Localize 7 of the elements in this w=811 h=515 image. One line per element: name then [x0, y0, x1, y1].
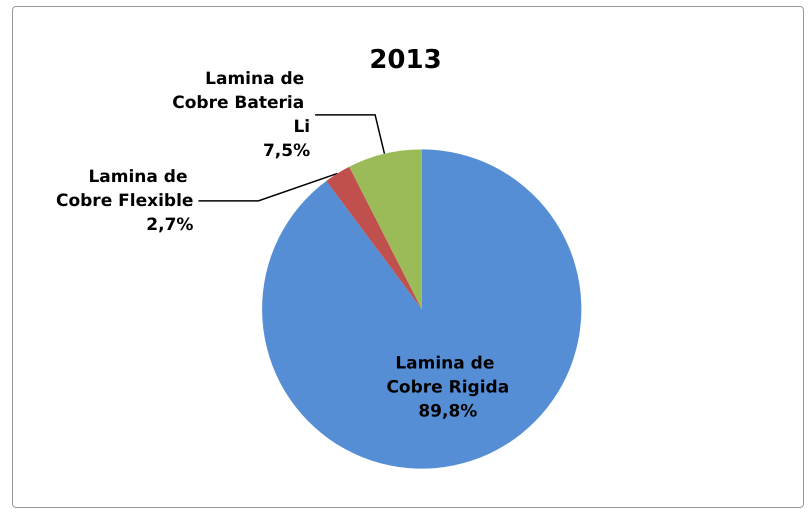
data-label: 89,8%	[418, 402, 478, 422]
slice-label: Lamina de Cobre Rigida	[386, 354, 510, 398]
data-label: 2,7%	[146, 214, 194, 235]
slice-label: Lamina de Cobre Flexible	[56, 166, 194, 211]
chart-title: 2013	[369, 45, 442, 75]
data-label: 7,5%	[262, 140, 310, 161]
slice-label: Lamina de Cobre Bateria Li	[172, 68, 310, 137]
